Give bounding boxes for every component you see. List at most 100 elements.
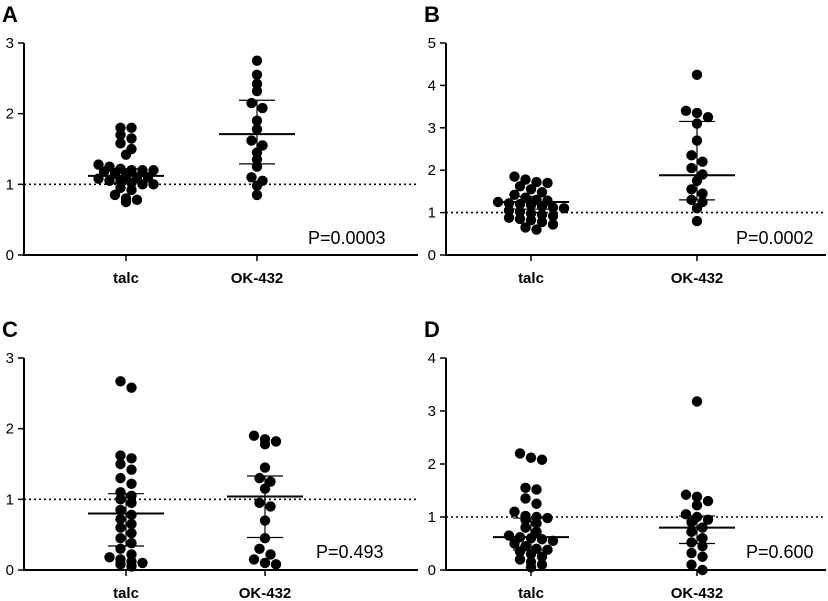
panel-d: D 0 1 2 3 4 talc OK-432 P=0.600 — [424, 317, 826, 601]
data-point-b — [542, 177, 553, 189]
data-point-c — [259, 533, 271, 544]
data-point-a — [115, 129, 126, 141]
data-point-b — [691, 203, 703, 214]
y-tick-label-d: 0 — [428, 562, 436, 579]
data-point-c — [248, 554, 260, 565]
data-point-b — [547, 210, 559, 222]
panel-label-b: B — [424, 2, 440, 27]
data-point-a — [257, 140, 268, 151]
data-point-d — [547, 535, 559, 547]
y-tick-label-b: 2 — [428, 162, 436, 179]
data-point-d — [509, 506, 520, 517]
y-tick-label-b: 3 — [428, 120, 436, 137]
data-point-d — [531, 484, 542, 495]
y-tick-label-b: 5 — [428, 35, 436, 52]
data-point-a — [126, 133, 137, 144]
panel-label-c: C — [2, 317, 18, 342]
y-tick-label-b: 4 — [428, 77, 436, 94]
data-point-a — [131, 194, 143, 206]
panel-c: C 0 1 2 3 talc OK-432 P=0.493 — [2, 317, 418, 601]
p-value-a: P=0.0003 — [308, 228, 386, 248]
data-point-b — [691, 69, 703, 81]
data-point-a — [251, 55, 263, 66]
data-point-c — [265, 476, 276, 487]
data-point-c — [254, 543, 265, 554]
data-point-d — [514, 448, 526, 459]
data-point-c — [115, 513, 126, 525]
data-point-c — [126, 509, 137, 521]
data-point-b — [547, 219, 559, 230]
data-point-c — [126, 464, 137, 475]
data-point-d — [697, 564, 708, 576]
data-point-b — [503, 205, 515, 216]
category-label-b: OK-432 — [671, 270, 724, 287]
data-point-a — [251, 180, 263, 191]
data-point-d — [520, 482, 531, 494]
data-point-b — [691, 215, 703, 227]
data-point-d — [686, 537, 697, 548]
data-point-b — [691, 107, 703, 119]
p-value-d: P=0.600 — [746, 542, 814, 562]
y-tick-label-a: 2 — [6, 106, 14, 123]
data-point-b — [558, 203, 570, 214]
data-point-d — [503, 530, 515, 541]
data-point-c — [126, 537, 137, 549]
data-point-c — [126, 561, 137, 572]
plot-area-a: 0 1 2 3 talc OK-432 — [6, 35, 418, 287]
data-point-a — [137, 165, 148, 176]
data-point-a — [120, 196, 132, 208]
category-label-d: talc — [518, 585, 544, 601]
data-point-b — [503, 198, 515, 209]
data-point-a — [115, 182, 126, 194]
data-point-d — [686, 526, 697, 538]
data-point-c — [248, 430, 260, 441]
data-point-d — [520, 514, 531, 525]
data-point-d — [536, 454, 548, 465]
data-point-a — [246, 97, 257, 109]
data-point-c — [115, 458, 126, 470]
data-point-c — [259, 462, 271, 473]
data-point-c — [254, 497, 265, 509]
data-point-c — [115, 533, 126, 544]
y-tick-label-d: 1 — [428, 509, 436, 526]
y-tick-label-a: 0 — [6, 247, 14, 264]
data-point-d — [702, 495, 714, 507]
data-point-b — [686, 184, 697, 195]
data-point-c — [265, 549, 276, 560]
data-point-c — [126, 382, 137, 393]
data-point-d — [509, 538, 520, 549]
data-point-b — [509, 189, 520, 200]
data-point-c — [115, 494, 126, 505]
data-point-b — [503, 212, 515, 223]
data-point-b — [531, 224, 542, 235]
panel-a: A 0 1 2 3 talc OK-432 P=0.0003 — [2, 2, 418, 287]
data-point-d — [525, 562, 537, 573]
data-point-d — [680, 489, 692, 500]
data-point-b — [525, 184, 537, 195]
data-point-a — [93, 159, 104, 170]
data-point-d — [686, 547, 697, 559]
y-tick-label-b: 0 — [428, 247, 436, 264]
category-label-d: OK-432 — [671, 585, 724, 601]
data-point-c — [270, 436, 282, 447]
data-point-b — [680, 105, 692, 117]
data-point-a — [142, 172, 154, 183]
data-point-d — [686, 517, 697, 528]
data-point-d — [697, 533, 708, 544]
data-point-d — [680, 509, 692, 520]
panel-label-d: D — [424, 317, 440, 342]
data-point-c — [126, 478, 137, 489]
data-point-d — [691, 500, 703, 511]
data-point-b — [536, 187, 548, 198]
data-point-c — [259, 557, 271, 569]
category-label-a: OK-432 — [231, 270, 284, 287]
data-point-d — [536, 559, 548, 570]
data-point-c — [115, 376, 126, 387]
data-point-d — [525, 452, 537, 463]
data-point-c — [115, 543, 126, 554]
data-point-a — [257, 102, 268, 114]
data-point-c — [126, 497, 137, 509]
data-point-a — [126, 122, 137, 133]
category-label-c: OK-432 — [239, 585, 292, 601]
data-point-d — [520, 493, 531, 504]
